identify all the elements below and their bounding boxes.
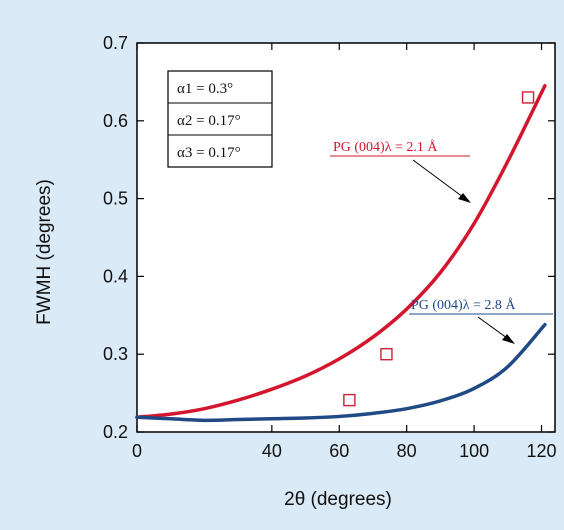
- y-tick-label: 0.6: [103, 111, 128, 131]
- annotation-blue: PG (004)λ = 2.8 Å: [409, 297, 553, 344]
- measured-point: [343, 393, 356, 407]
- legend-frame: [167, 70, 273, 168]
- series-line-2: [135, 322, 547, 423]
- y-tick-label: 0.7: [103, 33, 128, 53]
- series-line-1: [135, 84, 547, 419]
- measured-point: [521, 91, 535, 104]
- annotation-red: PG (004)λ = 2.1 Å: [330, 139, 471, 203]
- annotation-blue-label: PG (004)λ = 2.8 Å: [411, 297, 516, 313]
- y-axis-title: FWMH (degrees): [34, 179, 55, 325]
- x-axis-title: 2θ (degrees): [284, 489, 392, 510]
- legend-entry-alpha3: α3 = 0.17°: [177, 145, 241, 161]
- y-tick-label: 0.3: [103, 344, 128, 364]
- measured-points: [343, 91, 535, 407]
- curves: [135, 84, 547, 423]
- x-tick-label: 100: [459, 441, 489, 461]
- x-tick-label: 60: [329, 441, 349, 461]
- legend-entry-alpha2: α2 = 0.17°: [177, 113, 241, 129]
- legend-entry-alpha1: α1 = 0.3°: [177, 81, 233, 97]
- y-tick-label: 0.5: [103, 189, 128, 209]
- y-tick-label: 0.2: [103, 422, 128, 442]
- measured-point: [380, 348, 393, 361]
- annotation-red-arrow: [412, 159, 468, 201]
- y-tick-label: 0.4: [103, 266, 128, 286]
- annotation-blue-arrowhead: [502, 334, 515, 344]
- legend-box: α1 = 0.3° α2 = 0.17° α3 = 0.17°: [167, 70, 273, 168]
- x-tick-label: 120: [526, 441, 556, 461]
- x-tick-label: 0: [132, 441, 142, 461]
- annotation-red-label: PG (004)λ = 2.1 Å: [333, 139, 438, 155]
- x-tick-label: 80: [397, 441, 417, 461]
- x-tick-label: 40: [262, 441, 282, 461]
- annotation-red-arrowhead: [458, 193, 471, 203]
- axis-ticks: 0 40 60 80 100 120 0.2 0.3 0.4 0.5 0.6 0.7: [103, 33, 557, 461]
